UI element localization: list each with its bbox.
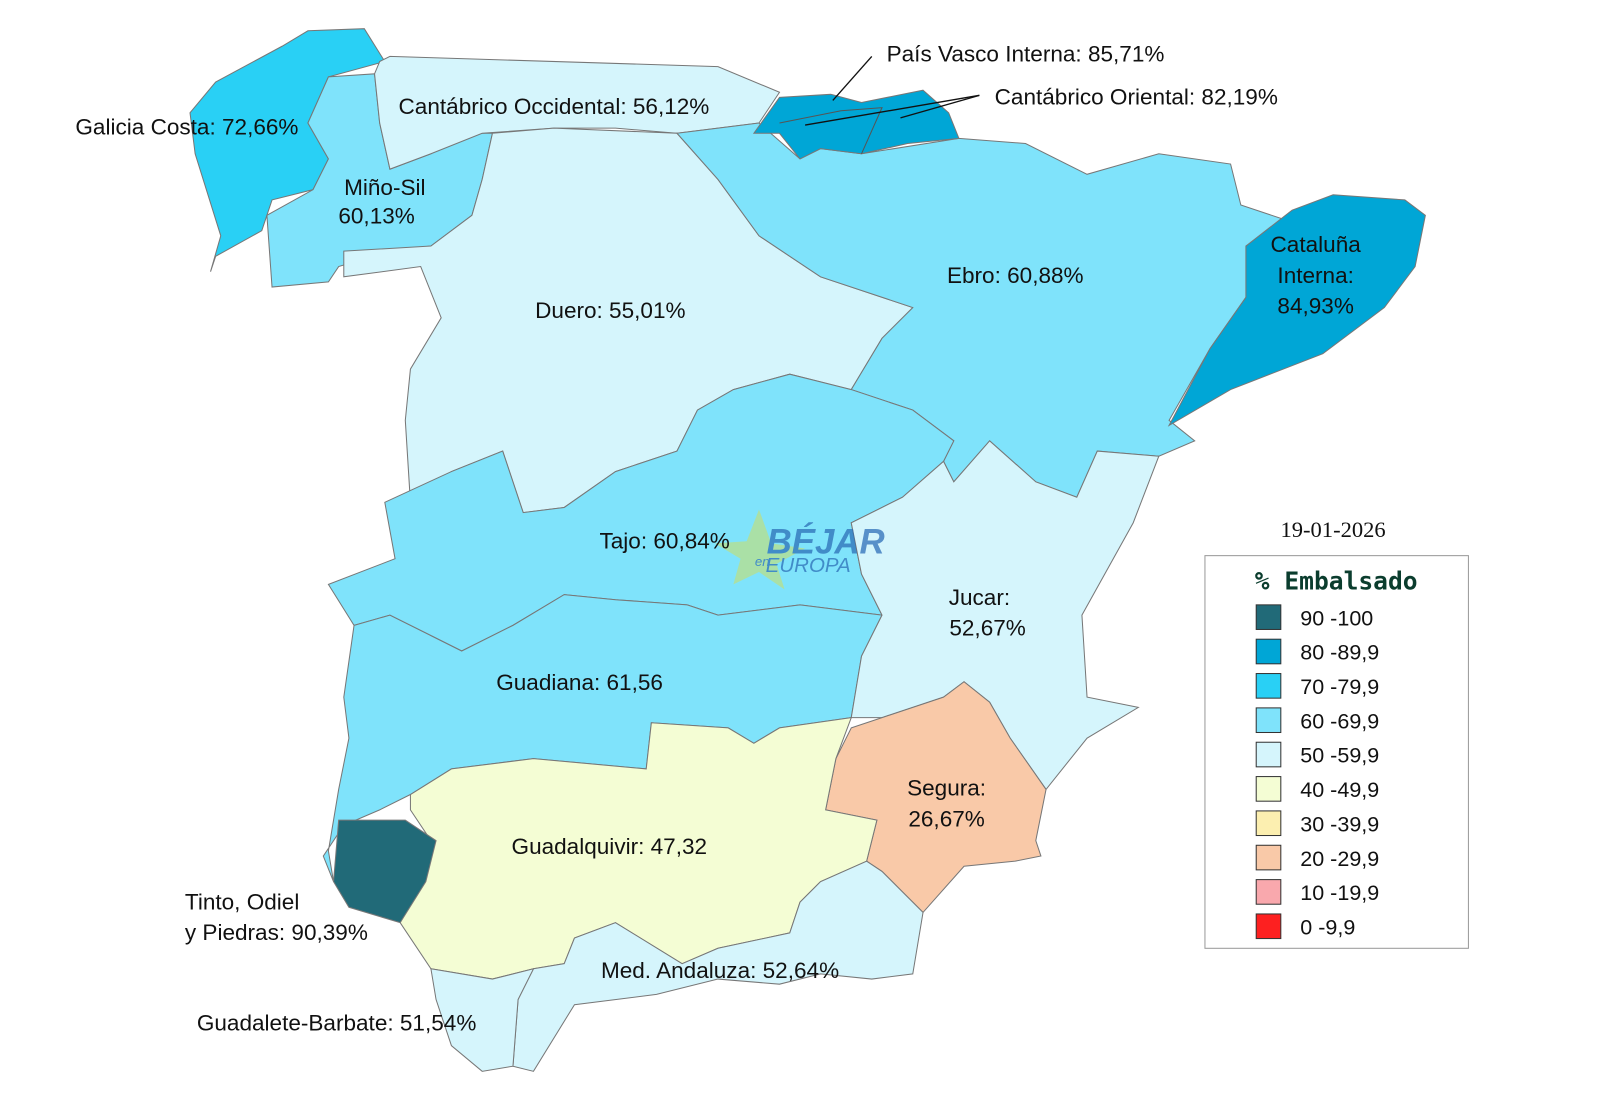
- legend-box: [1204, 555, 1469, 949]
- region-cantabrico-occidental: [374, 55, 781, 170]
- legend-label: 80 -89,9: [1300, 641, 1379, 665]
- legend-swatch: [1255, 604, 1282, 630]
- legend-swatch: [1255, 844, 1282, 871]
- region-med-andaluza: [512, 860, 924, 1072]
- region-label: Tajo: 60,84%: [599, 528, 729, 553]
- region-label: Miño-Sil: [344, 175, 425, 200]
- legend-swatch: [1255, 707, 1282, 734]
- legend-swatch: [1255, 776, 1282, 802]
- watermark-sub: EUROPA: [766, 554, 851, 577]
- legend-label: 0 -9,9: [1300, 915, 1355, 939]
- regions: [189, 28, 1426, 1072]
- region-label: Duero: 55,01%: [535, 298, 685, 323]
- legend-swatch: [1255, 879, 1282, 905]
- region-label: 26,67%: [908, 806, 984, 831]
- region-label: Cantábrico Occidental: 56,12%: [399, 94, 710, 119]
- leader-line: [900, 94, 980, 119]
- legend-title: % Embalsado: [1255, 566, 1418, 595]
- legend-swatch: [1255, 638, 1282, 665]
- legend-swatch: [1255, 741, 1282, 768]
- region-guadalete: [430, 968, 535, 1072]
- legend: % Embalsado 90 -100 80 -89,9 70 -79,9 60 -6…: [1204, 555, 1469, 949]
- region-label: Tinto, Odiel: [185, 889, 299, 914]
- legend-label: 40 -49,9: [1300, 778, 1379, 802]
- legend-label: 90 -100: [1300, 606, 1373, 630]
- legend-swatch: [1255, 913, 1282, 940]
- region-label: País Vasco Interna: 85,71%: [887, 42, 1165, 67]
- region-border: [779, 107, 883, 154]
- legend-swatch: [1255, 810, 1282, 837]
- region-tinto-odiel: [333, 819, 437, 924]
- region-label: Segura:: [907, 776, 986, 801]
- region-cataluna: [1167, 194, 1426, 427]
- region-label: y Piedras: 90,39%: [185, 920, 368, 945]
- region-label: 84,93%: [1277, 294, 1353, 319]
- legend-swatch: [1255, 673, 1282, 699]
- region-label: Guadiana: 61,56: [496, 670, 663, 695]
- region-label: 52,67%: [949, 616, 1025, 641]
- legend-label: 50 -59,9: [1300, 744, 1379, 768]
- region-label: Ebro: 60,88%: [947, 263, 1084, 288]
- legend-label: 20 -29,9: [1300, 847, 1379, 871]
- date: 19-01-2026: [1280, 517, 1385, 542]
- region-label: Galicia Costa: 72,66%: [75, 114, 298, 139]
- region-label: Guadalete-Barbate: 51,54%: [197, 1010, 477, 1035]
- region-label: Guadalquivir: 47,32: [512, 834, 708, 859]
- legend-label: 10 -19,9: [1300, 881, 1379, 905]
- region-label: Cataluña: [1271, 232, 1362, 257]
- region-label: Cantábrico Oriental: 82,19%: [995, 85, 1278, 110]
- region-label: 60,13%: [338, 203, 414, 228]
- region-label: Med. Andaluza: 52,64%: [601, 958, 839, 983]
- legend-label: 30 -39,9: [1300, 812, 1379, 836]
- watermark: BÉJAR en EUROPA: [714, 509, 885, 590]
- watermark-small: en: [755, 554, 770, 569]
- leader-line: [832, 55, 873, 101]
- leader-lines: [805, 55, 980, 126]
- region-labels: Galicia Costa: 72,66% Cantábrico Occiden…: [75, 42, 1361, 1036]
- legend-label: 60 -69,9: [1300, 709, 1379, 733]
- region-label: Interna:: [1277, 263, 1353, 288]
- region-ebro: [675, 122, 1289, 498]
- legend-label: 70 -79,9: [1300, 675, 1379, 699]
- watermark-brand: BÉJAR: [767, 523, 885, 562]
- watermark-star: [714, 509, 806, 590]
- leader-line: [805, 94, 980, 126]
- region-label: Jucar:: [949, 585, 1010, 610]
